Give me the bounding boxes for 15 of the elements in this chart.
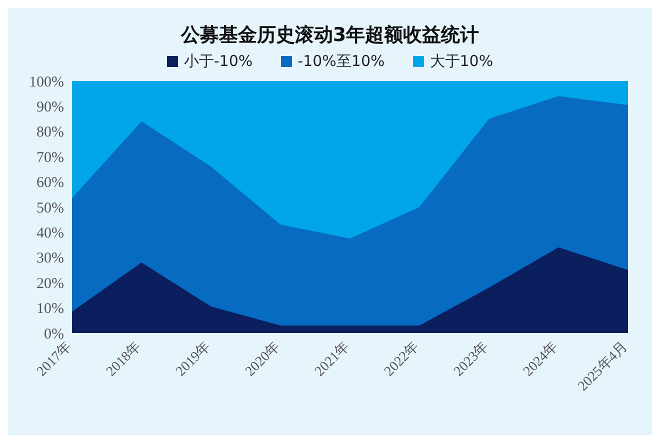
y-tick-label: 80%	[36, 124, 64, 141]
chart-title: 公募基金历史滚动3年超额收益统计	[180, 23, 480, 48]
y-tick-label: 0%	[44, 326, 64, 342]
y-tick-label: 90%	[36, 100, 64, 116]
y-tick-label: 50%	[36, 200, 64, 216]
legend-label: -10%至10%	[298, 52, 385, 71]
y-tick-label: 100%	[29, 74, 64, 90]
y-tick-label: 30%	[36, 250, 64, 267]
y-tick-label: 60%	[36, 175, 64, 192]
y-tick-label: 20%	[36, 276, 64, 292]
y-tick-label: 70%	[36, 150, 64, 166]
legend-label: 大于10%	[430, 52, 494, 71]
legend-label: 小于-10%	[184, 52, 253, 71]
y-tick-label: 40%	[36, 226, 64, 242]
y-tick-label: 10%	[36, 301, 64, 318]
